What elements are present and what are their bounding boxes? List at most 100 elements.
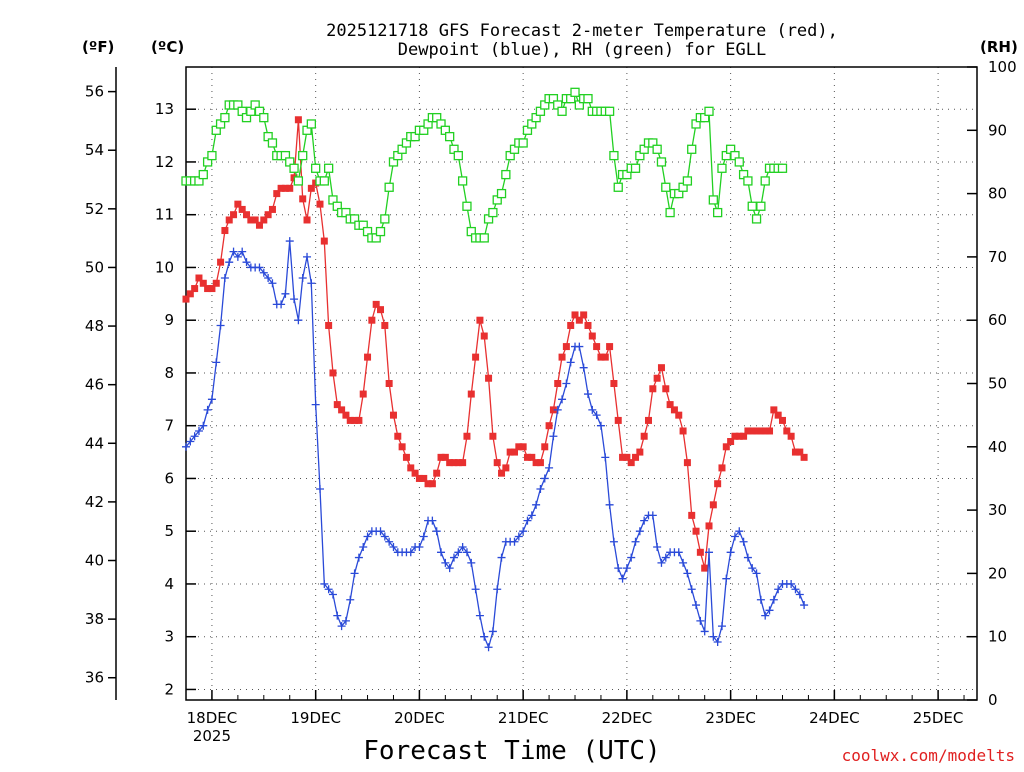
fahrenheit-axis-label: (ºF) bbox=[82, 38, 114, 56]
temperature-point bbox=[783, 427, 791, 435]
dewpoint-point bbox=[475, 611, 484, 620]
rh-point bbox=[734, 157, 744, 167]
celsius-tick-label: 13 bbox=[155, 100, 174, 118]
celsius-tick-label: 3 bbox=[164, 628, 174, 646]
temperature-point bbox=[195, 274, 203, 282]
temperature-point bbox=[472, 353, 480, 361]
celsius-tick-label: 8 bbox=[164, 364, 174, 382]
rh-point bbox=[747, 201, 757, 211]
temperature-point bbox=[251, 216, 259, 224]
dewpoint-point bbox=[238, 247, 247, 256]
rh-tick-label: 70 bbox=[988, 248, 1007, 266]
dewpoint-point bbox=[752, 569, 761, 578]
celsius-tick-label: 2 bbox=[164, 680, 174, 698]
dewpoint-point bbox=[726, 548, 735, 557]
temperature-point bbox=[735, 432, 743, 440]
temperature-point bbox=[545, 422, 553, 430]
dewpoint-point bbox=[514, 532, 523, 541]
rh-point bbox=[630, 163, 641, 173]
rh-point bbox=[604, 106, 615, 116]
rh-tick-label: 50 bbox=[988, 375, 1007, 393]
temperature-point bbox=[338, 406, 346, 414]
temperature-point bbox=[450, 459, 458, 467]
temperature-point bbox=[286, 184, 294, 192]
temperature-point bbox=[636, 448, 644, 456]
temperature-point bbox=[277, 184, 285, 192]
temperature-point bbox=[748, 427, 756, 435]
dewpoint-point bbox=[182, 442, 190, 451]
celsius-tick-label: 10 bbox=[155, 258, 174, 276]
rh-point bbox=[259, 112, 269, 123]
temperature-point bbox=[549, 406, 557, 414]
x-tick-label: 19DEC bbox=[290, 709, 341, 727]
rh-point bbox=[760, 176, 770, 186]
temperature-point bbox=[567, 321, 575, 329]
dewpoint-point bbox=[324, 585, 333, 594]
temperature-point bbox=[571, 311, 579, 319]
dewpoint-point bbox=[519, 527, 528, 536]
dewpoint-point bbox=[692, 601, 701, 610]
dewpoint-point bbox=[523, 516, 532, 525]
temperature-point bbox=[523, 453, 531, 461]
temperature-point bbox=[221, 227, 229, 235]
x-tick-label: 18DEC bbox=[187, 709, 238, 727]
temperature-point bbox=[217, 258, 225, 266]
dewpoint-point bbox=[661, 553, 670, 562]
temperature-point bbox=[679, 427, 687, 435]
dewpoint-point bbox=[471, 585, 480, 594]
dewpoint-point bbox=[225, 258, 234, 267]
temperature-point bbox=[796, 448, 804, 456]
temperature-point bbox=[705, 522, 713, 530]
temperature-point bbox=[623, 453, 631, 461]
dewpoint-point bbox=[497, 553, 506, 562]
temperature-point bbox=[791, 448, 799, 456]
dewpoint-point bbox=[441, 558, 450, 567]
temperature-point bbox=[359, 390, 367, 398]
dewpoint-point bbox=[458, 543, 467, 552]
temperature-point bbox=[204, 285, 212, 293]
dewpoint-point bbox=[350, 569, 359, 578]
rh-point bbox=[557, 106, 567, 116]
dewpoint-point bbox=[614, 564, 623, 573]
temperature-point bbox=[536, 459, 544, 467]
temperature-point bbox=[644, 416, 652, 424]
temperature-point bbox=[320, 237, 328, 245]
dewpoint-point bbox=[713, 637, 722, 646]
dewpoint-point bbox=[432, 527, 441, 536]
rh-point bbox=[457, 176, 468, 186]
dewpoint-point bbox=[354, 553, 363, 562]
rh-point bbox=[311, 163, 321, 173]
temperature-point bbox=[532, 459, 540, 467]
x-axis-label: Forecast Time (UTC) bbox=[363, 736, 660, 766]
temperature-point bbox=[364, 353, 372, 361]
temperature-point bbox=[377, 306, 385, 314]
temperature-point bbox=[316, 200, 324, 208]
rh-point bbox=[665, 207, 675, 218]
rh-point bbox=[198, 169, 208, 180]
fahrenheit-tick-label: 50 bbox=[85, 258, 104, 276]
rh-point bbox=[496, 188, 507, 199]
temperature-point bbox=[632, 453, 640, 461]
temperature-point bbox=[740, 432, 748, 440]
dewpoint-point bbox=[341, 616, 350, 625]
rh-point bbox=[717, 163, 727, 173]
dewpoint-point bbox=[583, 390, 592, 399]
dewpoint-point bbox=[255, 263, 264, 272]
rh-point bbox=[682, 176, 693, 186]
dewpoint-point bbox=[277, 300, 286, 309]
chart-title-line-1: 2025121718 GFS Forecast 2-meter Temperat… bbox=[326, 21, 838, 41]
rh-point bbox=[751, 214, 762, 224]
rh-series bbox=[181, 87, 788, 243]
temperature-point bbox=[640, 432, 648, 440]
dewpoint-point bbox=[631, 537, 640, 546]
temperature-point bbox=[649, 385, 657, 393]
temperature-point bbox=[433, 469, 441, 477]
temperature-point bbox=[182, 295, 190, 303]
temperature-point bbox=[753, 427, 761, 435]
temperature-point bbox=[428, 480, 436, 488]
fahrenheit-tick-label: 52 bbox=[85, 200, 104, 218]
temperature-point bbox=[558, 353, 566, 361]
x-tick-label: 25DEC bbox=[913, 709, 964, 727]
fahrenheit-tick-label: 42 bbox=[85, 493, 104, 511]
celsius-tick-label: 12 bbox=[155, 153, 174, 171]
